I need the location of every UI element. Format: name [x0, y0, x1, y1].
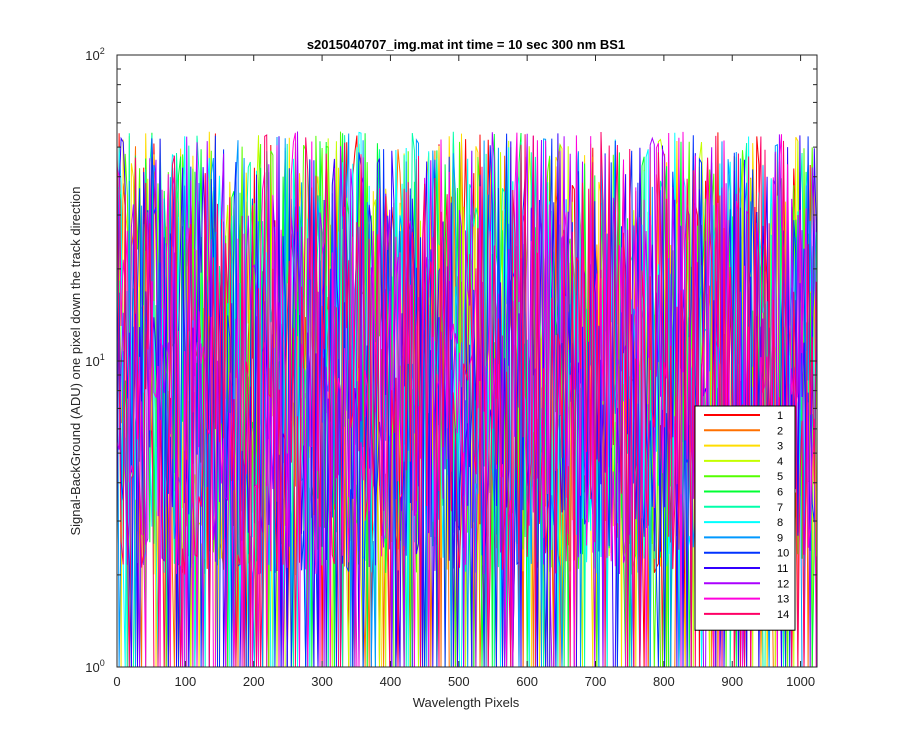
chart-title: s2015040707_img.mat int time = 10 sec 30… [307, 37, 625, 52]
legend-label: 9 [777, 532, 783, 544]
legend-label: 13 [777, 594, 789, 606]
x-axis-label: Wavelength Pixels [413, 695, 520, 710]
legend-box [694, 405, 796, 631]
x-tick-label: 500 [448, 674, 470, 689]
y-tick-label: 101 [85, 352, 104, 369]
x-tick-label: 100 [175, 674, 197, 689]
x-tick-label: 300 [311, 674, 333, 689]
x-tick-label: 400 [380, 674, 402, 689]
legend-label: 3 [777, 441, 783, 453]
legend-label: 10 [777, 548, 789, 560]
x-tick-label: 700 [585, 674, 607, 689]
x-tick-label: 600 [516, 674, 538, 689]
legend-label: 14 [777, 609, 789, 621]
x-tick-label: 800 [653, 674, 675, 689]
x-axis: 0 100 200 300 400 500 600 700 800 900 1000 [113, 55, 815, 689]
x-tick-label: 1000 [786, 674, 815, 689]
x-tick-label: 200 [243, 674, 265, 689]
legend-label: 11 [777, 563, 788, 575]
y-axis-label: Signal-BackGround (ADU) one pixel down t… [68, 186, 83, 535]
x-tick-label: 0 [113, 674, 120, 689]
legend-label: 1 [777, 410, 783, 422]
x-tick-label: 900 [721, 674, 743, 689]
legend-label: 2 [777, 425, 783, 437]
y-tick-label: 100 [85, 658, 104, 675]
legend-label: 4 [777, 456, 783, 468]
legend-label: 5 [777, 471, 783, 483]
y-tick-label: 102 [85, 46, 104, 63]
legend-label: 12 [777, 578, 789, 590]
legend-label: 8 [777, 517, 783, 529]
legend-label: 7 [777, 502, 783, 514]
legend-label: 6 [777, 487, 783, 499]
